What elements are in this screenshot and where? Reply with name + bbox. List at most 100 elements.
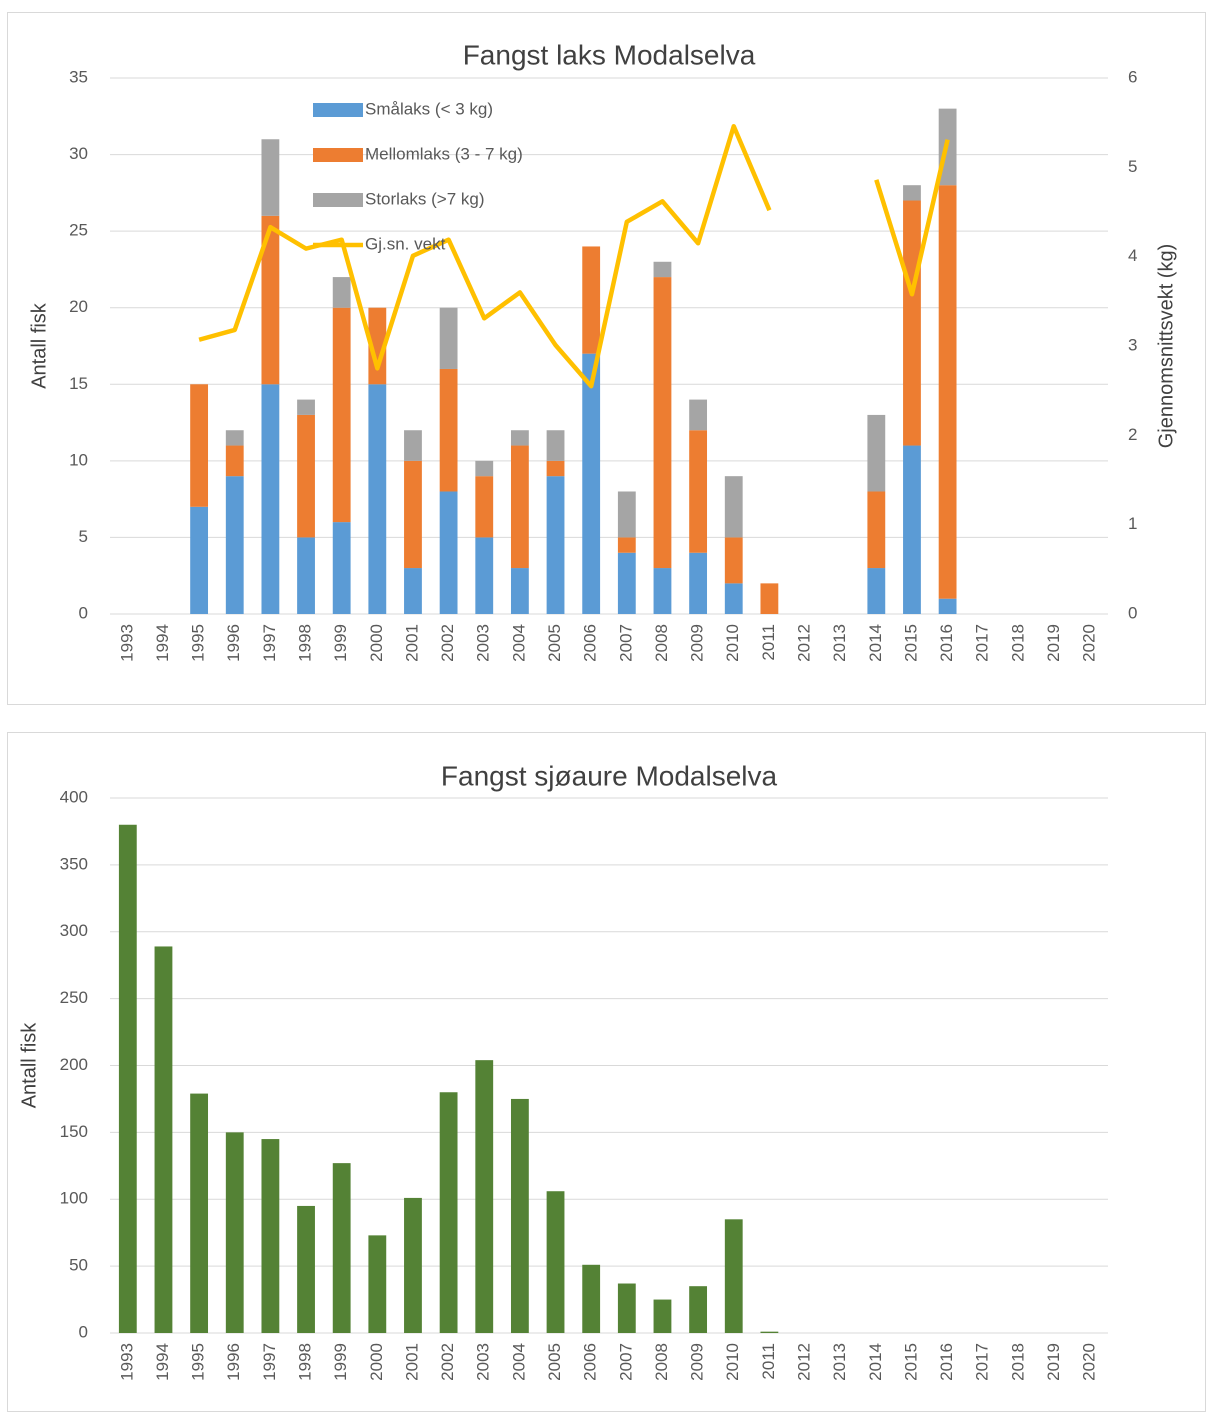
y2-tick-label: 4 [1128,246,1137,265]
x-tick-label: 2010 [723,624,742,662]
y2-tick-label: 0 [1128,603,1137,622]
x-tick-label: 2002 [438,624,457,662]
bar-segment [653,261,672,278]
y-tick-label: 30 [69,144,88,163]
bar [510,1098,529,1333]
x-tick-label: 2014 [866,624,885,662]
x-tick-label: 2008 [652,624,671,662]
bar-segment [439,491,458,614]
x-tick-label: 2018 [1008,1343,1027,1381]
x-tick-label: 2012 [795,624,814,662]
x-tick-label: 2013 [830,624,849,662]
x-tick-label: 1998 [296,1343,315,1381]
bar-segment [903,200,921,446]
legend-label: Smålaks (< 3 kg) [365,99,493,118]
bar-segment [653,568,672,614]
y-tick-label: 50 [69,1256,88,1275]
x-tick-label: 2020 [1080,1343,1099,1381]
x-tick-label: 1999 [331,624,350,662]
bar-segment [867,491,886,569]
bar-segment [617,491,636,538]
x-tick-label: 2015 [901,1343,920,1381]
x-tick-label: 2003 [474,624,493,662]
y-tick-label: 10 [69,450,88,469]
bar-segment [617,552,636,614]
bar [724,1219,743,1333]
bar-segment [190,384,209,507]
y2-tick-label: 3 [1128,335,1137,354]
y-tick-label: 400 [60,787,88,806]
x-tick-label: 2018 [1008,624,1027,662]
bar-segment [903,185,921,201]
bar-segment [225,430,244,446]
bar-segment [582,246,601,354]
bar-segment [332,522,351,614]
bar-segment [689,430,708,553]
bar-segment [475,537,494,614]
chart-title: Fangst laks Modalselva [463,39,756,70]
y-tick-label: 0 [79,603,88,622]
bar-segment [724,537,743,584]
x-tick-label: 2014 [866,1343,885,1381]
line [198,123,950,389]
bar-segment [439,307,458,369]
x-tick-label: 1996 [224,1343,243,1381]
bar-segment [653,277,672,569]
x-tick-label: 1994 [153,1343,172,1381]
bar-segment [689,552,708,614]
bar-segment [546,476,565,614]
chart-frame [7,732,1206,1412]
bar-segment [475,476,494,538]
bar-segment [938,598,957,614]
bar [297,1205,315,1333]
bar-segment [332,277,351,308]
chart-title: Fangst sjøaure Modalselva [441,760,778,791]
y-axis-title: Antall fisk [18,1022,40,1109]
x-tick-label: 2017 [973,624,992,662]
bar [261,1139,280,1333]
x-tick-label: 2011 [759,624,778,661]
x-tick-label: 2009 [688,624,707,662]
legend-swatch [313,148,363,162]
bar-segment [404,568,422,614]
x-tick-label: 1997 [260,1343,279,1381]
x-tick-label: 2008 [652,1343,671,1381]
bar [404,1197,422,1333]
x-tick-label: 1993 [117,624,136,662]
y-tick-label: 300 [60,921,88,940]
x-tick-label: 2010 [723,1343,742,1381]
y-tick-label: 250 [60,988,88,1007]
y-axis-title: Antall fisk [28,302,50,389]
bar-segment [938,185,957,599]
x-tick-label: 2006 [581,1343,600,1381]
bar-segment [510,430,529,446]
bar-segment [297,537,315,614]
bar [439,1092,458,1333]
bar-segment [724,583,743,614]
bar [368,1235,387,1333]
y2-tick-label: 2 [1128,425,1137,444]
y2-axis-title: Gjennomsnittsvekt (kg) [1155,244,1177,449]
x-tick-label: 1993 [117,1343,136,1381]
legend-label: Storlaks (>7 kg) [365,189,485,208]
legend-swatch [313,193,363,207]
bar-segment [261,384,280,614]
bar-segment [225,445,244,477]
x-tick-label: 1995 [189,1343,208,1381]
bar [760,1331,779,1333]
x-tick-label: 2015 [901,624,920,662]
x-tick-label: 2016 [937,624,956,662]
bar-segment [689,399,708,431]
x-tick-label: 1995 [189,624,208,662]
bar [475,1060,494,1333]
x-tick-label: 2000 [367,1343,386,1381]
x-tick-label: 2005 [545,624,564,662]
bar-segment [546,460,565,477]
x-tick-label: 2007 [616,1343,635,1381]
chart-frame [7,12,1206,705]
x-tick-label: 1999 [331,1343,350,1381]
x-tick-label: 2004 [509,1343,528,1381]
bar-segment [297,414,315,538]
bar-segment [867,414,886,492]
